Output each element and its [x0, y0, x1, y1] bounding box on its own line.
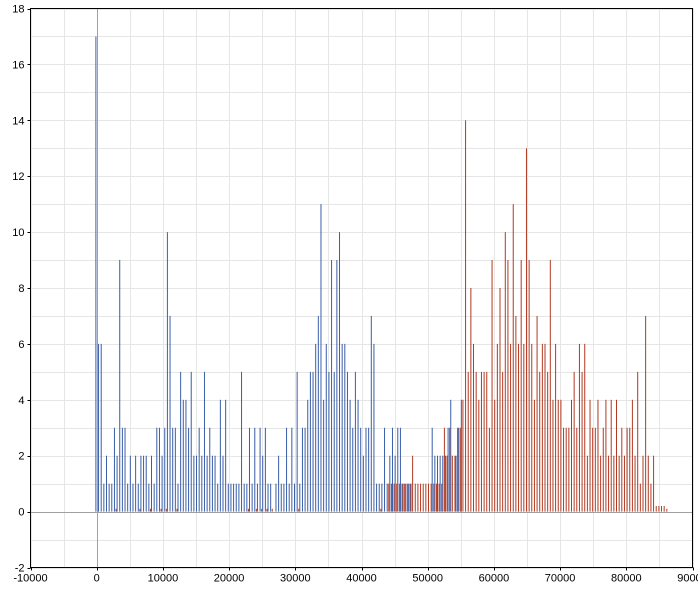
x-tick-label: 10000 — [148, 573, 179, 585]
x-tick-label: 70000 — [545, 573, 576, 585]
zero-axes — [30, 8, 693, 568]
y-tick-label: 2 — [18, 451, 24, 463]
x-tick-label: 90000 — [677, 573, 698, 585]
y-tick-label: -2 — [15, 563, 25, 575]
y-tick-label: 4 — [18, 395, 24, 407]
y-tick-label: 0 — [18, 507, 24, 519]
bars — [95, 36, 668, 512]
x-tick-label: 50000 — [412, 573, 443, 585]
y-tick-label: 6 — [18, 339, 24, 351]
x-tick-label: 20000 — [214, 573, 245, 585]
x-tick-label: -10000 — [13, 573, 47, 585]
x-tick-label: 30000 — [280, 573, 311, 585]
y-tick-label: 14 — [12, 115, 24, 127]
y-tick-label: 18 — [12, 4, 24, 16]
series-2 — [115, 120, 668, 512]
y-tick-label: 10 — [12, 227, 24, 239]
x-tick-label: 60000 — [479, 573, 510, 585]
y-tick-labels: -2 0 2 4 6 8 10 12 14 16 18 — [12, 4, 31, 575]
x-tick-label: 80000 — [611, 573, 642, 585]
x-tick-labels: -10000 0 10000 20000 30000 40000 50000 60000 700… — [13, 567, 698, 585]
x-tick-label: 0 — [94, 573, 100, 585]
series-1 — [95, 36, 462, 512]
y-tick-label: 16 — [12, 59, 24, 71]
y-tick-label: 12 — [12, 171, 24, 183]
x-tick-label: 40000 — [346, 573, 377, 585]
y-tick-label: 8 — [18, 283, 24, 295]
